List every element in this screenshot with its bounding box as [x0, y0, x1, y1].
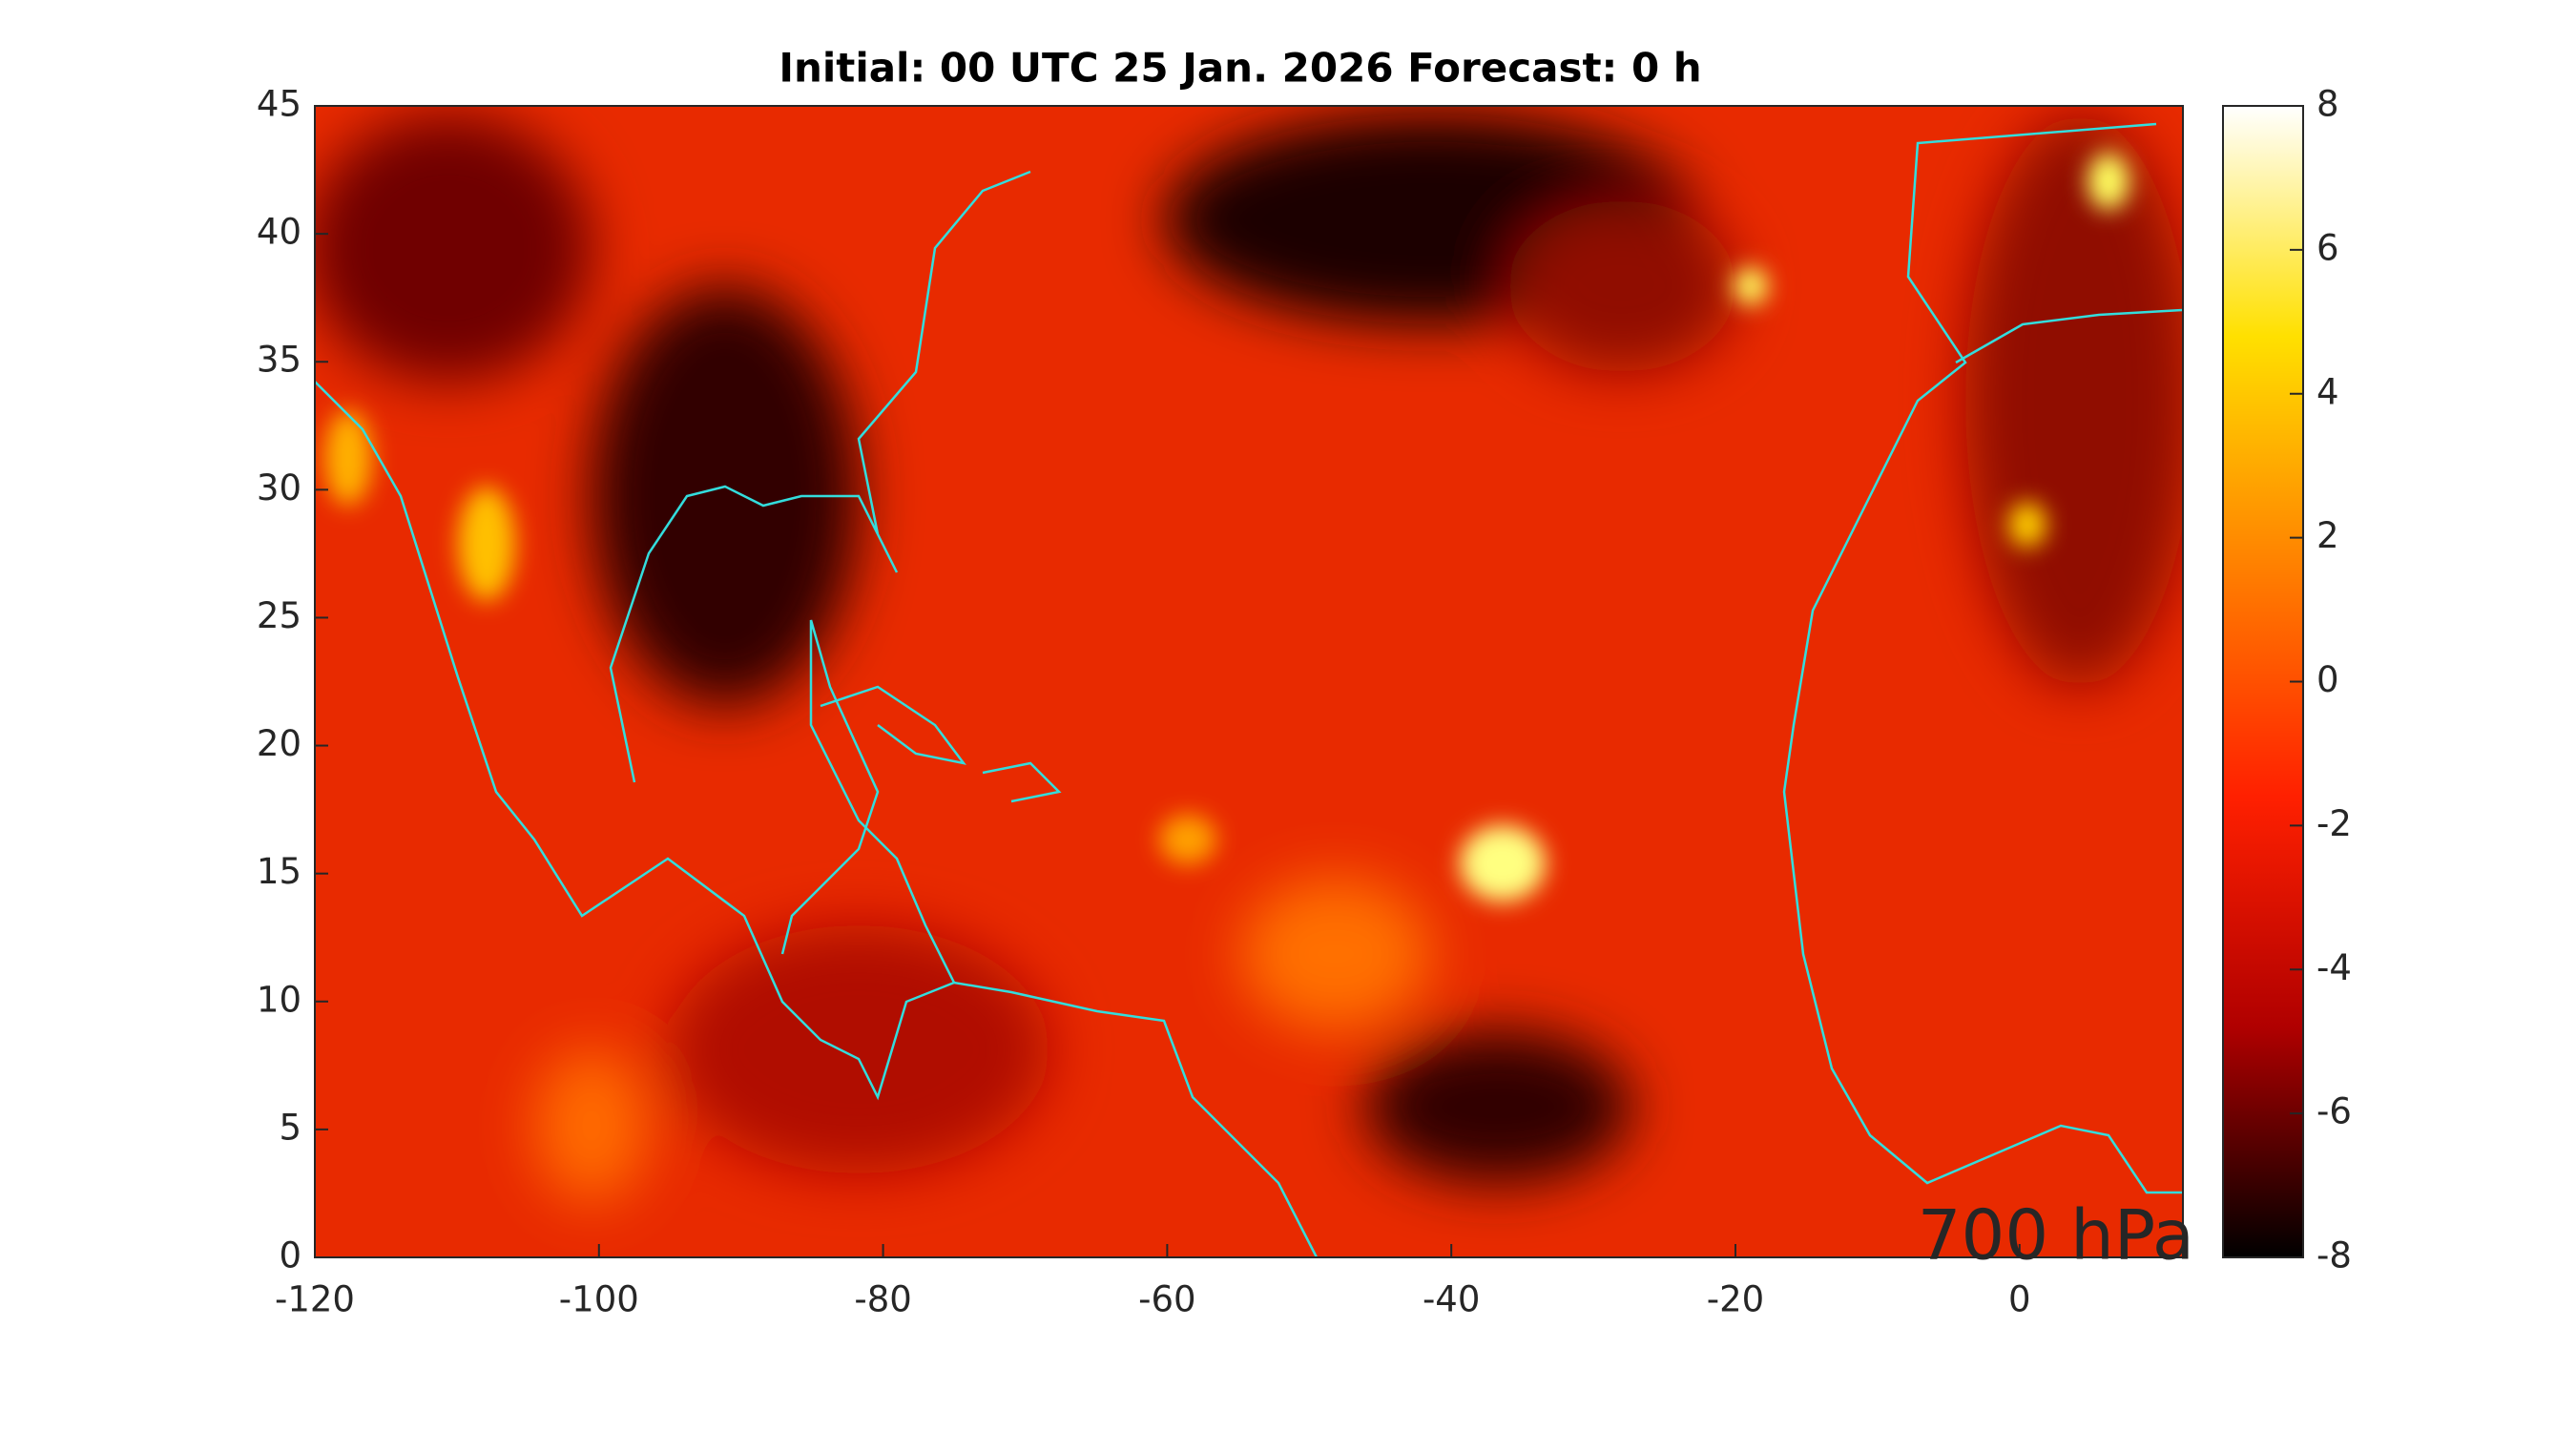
x-tick-label: -80: [854, 1279, 911, 1320]
colorbar-tick-label: -4: [2316, 947, 2352, 988]
x-tick-label: -60: [1138, 1279, 1195, 1320]
colorbar-tick-label: 8: [2316, 84, 2339, 125]
plot-frame: [314, 105, 2184, 1258]
x-tick-label: 0: [2008, 1279, 2031, 1320]
field-highlights: [324, 153, 2129, 902]
x-tick-label: -120: [275, 1279, 355, 1320]
colorbar-tick-label: -2: [2316, 803, 2352, 844]
y-tick-label: 35: [257, 340, 301, 381]
y-tick-label: 45: [257, 84, 301, 125]
coastlines: [315, 122, 2183, 1257]
y-tick-label: 20: [257, 723, 301, 764]
y-tick-label: 40: [257, 212, 301, 253]
y-tick-label: 25: [257, 595, 301, 636]
colorbar-tick-label: 6: [2316, 227, 2339, 268]
field: [315, 106, 2183, 1257]
x-tick-label: -20: [1707, 1279, 1764, 1320]
colorbar-tick-label: -6: [2316, 1091, 2352, 1132]
colorbar-tick-label: -8: [2316, 1235, 2352, 1276]
chart-title: Initial: 00 UTC 25 Jan. 2026 Forecast: 0…: [779, 45, 1701, 92]
y-tick-label: 5: [279, 1107, 301, 1148]
level-label: 700 hPa: [1918, 1195, 2194, 1275]
y-tick-label: 10: [257, 979, 301, 1020]
colorbar-tick-label: 0: [2316, 659, 2339, 700]
colorbar-tick-label: 4: [2316, 371, 2339, 412]
colorbar-tick-label: 2: [2316, 515, 2339, 556]
y-tick-label: 15: [257, 851, 301, 892]
x-tick-label: -100: [559, 1279, 639, 1320]
y-tick-label: 30: [257, 467, 301, 508]
x-tick-label: -40: [1423, 1279, 1480, 1320]
y-tick-label: 0: [279, 1235, 301, 1276]
